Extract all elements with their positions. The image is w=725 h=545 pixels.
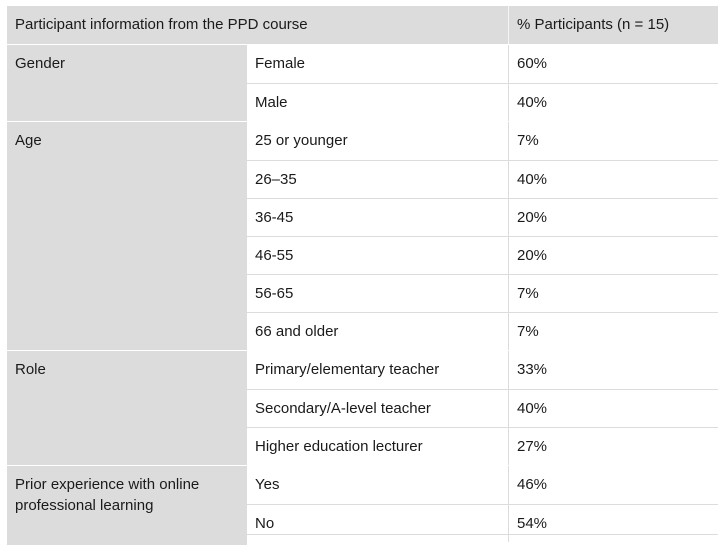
percent-value: 7% bbox=[508, 313, 718, 350]
table-row: No 54% bbox=[247, 504, 718, 542]
percent-value: 60% bbox=[508, 45, 718, 83]
table-row: Female 60% bbox=[247, 45, 718, 83]
table-row: 66 and older 7% bbox=[247, 312, 718, 350]
percent-value: 54% bbox=[508, 505, 718, 542]
category-value: 66 and older bbox=[255, 323, 339, 340]
category-value: 46-55 bbox=[255, 247, 294, 264]
header-percent-participants: % Participants (n = 15) bbox=[508, 6, 718, 44]
table-continuation-shade bbox=[7, 534, 247, 545]
group-age: Age 25 or younger 7% 26–35 40% 36-45 20%… bbox=[7, 121, 718, 350]
group-label: Age bbox=[7, 122, 247, 350]
category-value: Secondary/A-level teacher bbox=[255, 400, 431, 417]
group-prior-experience: Prior experience with online professiona… bbox=[7, 465, 718, 542]
table-row: Male 40% bbox=[247, 83, 718, 121]
group-role: Role Primary/elementary teacher 33% Seco… bbox=[7, 350, 718, 465]
category-value: Male bbox=[255, 94, 288, 111]
category-value: 36-45 bbox=[255, 209, 294, 226]
table-row: Higher education lecturer 27% bbox=[247, 427, 718, 465]
table-row: 25 or younger 7% bbox=[247, 122, 718, 160]
category-value: Yes bbox=[255, 476, 280, 493]
group-label: Gender bbox=[7, 45, 247, 121]
category-value: Primary/elementary teacher bbox=[255, 361, 440, 378]
category-value: Female bbox=[255, 55, 306, 72]
table-row: 26–35 40% bbox=[247, 160, 718, 198]
table-row: Primary/elementary teacher 33% bbox=[247, 351, 718, 389]
percent-value: 27% bbox=[508, 428, 718, 465]
percent-value: 7% bbox=[508, 275, 718, 312]
category-value: 25 or younger bbox=[255, 132, 348, 149]
participant-table: Participant information from the PPD cou… bbox=[7, 6, 718, 542]
percent-value: 7% bbox=[508, 122, 718, 160]
header-participant-info: Participant information from the PPD cou… bbox=[15, 16, 308, 33]
percent-value: 20% bbox=[508, 199, 718, 236]
percent-value: 46% bbox=[508, 466, 718, 504]
group-label: Role bbox=[7, 351, 247, 465]
category-value: Higher education lecturer bbox=[255, 438, 423, 455]
category-value: 56-65 bbox=[255, 285, 294, 302]
table-row: 36-45 20% bbox=[247, 198, 718, 236]
category-value: No bbox=[255, 515, 275, 532]
percent-value: 40% bbox=[508, 390, 718, 427]
percent-value: 40% bbox=[508, 84, 718, 121]
group-gender: Gender Female 60% Male 40% bbox=[7, 44, 718, 121]
group-label: Prior experience with online professiona… bbox=[7, 466, 247, 542]
table-continuation-rule bbox=[247, 534, 718, 535]
table-row: Yes 46% bbox=[247, 466, 718, 504]
percent-value: 33% bbox=[508, 351, 718, 389]
category-value: 26–35 bbox=[255, 171, 297, 188]
table-header: Participant information from the PPD cou… bbox=[7, 6, 718, 44]
table-row: 46-55 20% bbox=[247, 236, 718, 274]
table-row: 56-65 7% bbox=[247, 274, 718, 312]
percent-value: 40% bbox=[508, 161, 718, 198]
table-row: Secondary/A-level teacher 40% bbox=[247, 389, 718, 427]
percent-value: 20% bbox=[508, 237, 718, 274]
